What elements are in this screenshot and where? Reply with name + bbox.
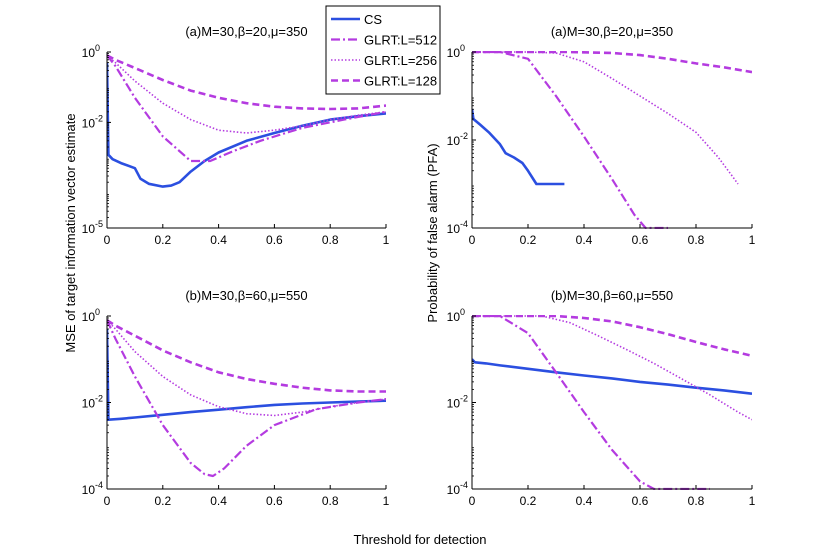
y-tick-label: 10	[447, 397, 461, 411]
x-tick-label: 0.8	[322, 494, 339, 508]
y-tick-label: 10	[447, 222, 461, 236]
x-tick-label: 0.6	[632, 233, 649, 247]
x-axis-label: Threshold for detection	[354, 532, 487, 547]
y-axis-label-right: Probability of false alarm (PFA)	[425, 143, 440, 322]
panel-title: (b)M=30,β=60,μ=550	[551, 288, 673, 303]
panel-mse_b: 0 0.2 0.4 0.6 0.8 110-410-210 0(b)M=30,β=60,μ=…	[82, 288, 390, 508]
y-tick-label: 10	[447, 134, 461, 148]
x-tick-label: 0	[469, 233, 476, 247]
x-tick-label: 0	[104, 494, 111, 508]
y-tick-label: 10	[447, 483, 461, 497]
series-glrt-l-256	[107, 319, 386, 417]
y-tick-label: 10	[447, 46, 461, 60]
legend-label: GLRT:L=128	[364, 74, 437, 89]
x-tick-label: 0.2	[520, 494, 537, 508]
y-axis-label-left: MSE of target information vector estimat…	[63, 113, 78, 352]
series-cs	[107, 328, 386, 422]
y-tick-exponent: 0	[460, 307, 465, 317]
y-tick-exponent: -4	[95, 480, 103, 490]
series-glrt-l-128	[472, 51, 752, 74]
x-tick-label: 0.2	[154, 494, 171, 508]
x-tick-label: 0.2	[520, 233, 537, 247]
x-tick-label: 0.2	[154, 233, 171, 247]
y-tick-label: 10	[82, 310, 96, 324]
x-tick-label: 0	[469, 494, 476, 508]
series-glrt-l-128	[107, 319, 386, 393]
panel-pfa_a: 0 0.2 0.4 0.6 0.8 110-410-210 0(a)M=30,β=20,μ=…	[447, 24, 756, 247]
x-tick-label: 0.6	[632, 494, 649, 508]
series-glrt-l-512	[107, 319, 386, 478]
y-tick-exponent: -2	[95, 113, 103, 123]
y-tick-exponent: -2	[460, 131, 468, 141]
series-glrt-l-256	[472, 315, 752, 421]
x-tick-label: 0.8	[688, 233, 705, 247]
y-tick-exponent: -5	[95, 219, 103, 229]
x-tick-label: 1	[383, 494, 390, 508]
y-tick-label: 10	[82, 483, 96, 497]
y-tick-label: 10	[82, 222, 96, 236]
panel-title: (a)M=30,β=20,μ=350	[551, 24, 673, 39]
series-glrt-l-256	[472, 51, 739, 185]
x-tick-label: 0.8	[688, 494, 705, 508]
series-glrt-l-512	[107, 54, 386, 163]
x-tick-label: 0.4	[210, 233, 227, 247]
x-tick-label: 0.4	[210, 494, 227, 508]
y-tick-exponent: 0	[95, 43, 100, 53]
series-cs	[472, 358, 752, 395]
x-tick-label: 0.6	[266, 494, 283, 508]
y-tick-exponent: 0	[95, 307, 100, 317]
y-tick-label: 10	[447, 310, 461, 324]
y-tick-exponent: -4	[460, 219, 468, 229]
legend: CS GLRT:L=512 GLRT:L=256 GLRT:L=128	[325, 5, 441, 95]
legend-label: CS	[364, 12, 382, 27]
x-tick-label: 1	[749, 494, 756, 508]
series-glrt-l-256	[107, 54, 386, 134]
series-glrt-l-512	[472, 315, 710, 490]
legend-label: GLRT:L=512	[364, 33, 437, 48]
x-tick-label: 1	[383, 233, 390, 247]
x-tick-label: 1	[749, 233, 756, 247]
series-glrt-l-128	[107, 54, 386, 111]
panel-title: (b)M=30,β=60,μ=550	[185, 288, 307, 303]
panel-title: (a)M=30,β=20,μ=350	[185, 24, 307, 39]
series-cs	[472, 109, 565, 186]
y-tick-label: 10	[82, 46, 96, 60]
y-tick-label: 10	[82, 397, 96, 411]
x-tick-label: 0.8	[322, 233, 339, 247]
y-tick-label: 10	[82, 116, 96, 130]
x-tick-label: 0	[104, 233, 111, 247]
y-tick-exponent: -4	[460, 480, 468, 490]
y-tick-exponent: 0	[460, 43, 465, 53]
panel-pfa_b: 0 0.2 0.4 0.6 0.8 110-410-210 0(b)M=30,β=60,μ=…	[447, 288, 756, 508]
series-glrt-l-128	[472, 315, 752, 358]
x-tick-label: 0.4	[576, 494, 593, 508]
x-tick-label: 0.6	[266, 233, 283, 247]
series-cs	[107, 62, 386, 188]
panel-mse_a: 0 0.2 0.4 0.6 0.8 110 -510 -210 0(a)M=30,β=20,μ=…	[82, 24, 390, 247]
x-tick-label: 0.4	[576, 233, 593, 247]
series-glrt-l-512	[472, 51, 668, 229]
y-tick-exponent: -2	[460, 394, 468, 404]
y-tick-exponent: -2	[95, 394, 103, 404]
legend-label: GLRT:L=256	[364, 53, 437, 68]
